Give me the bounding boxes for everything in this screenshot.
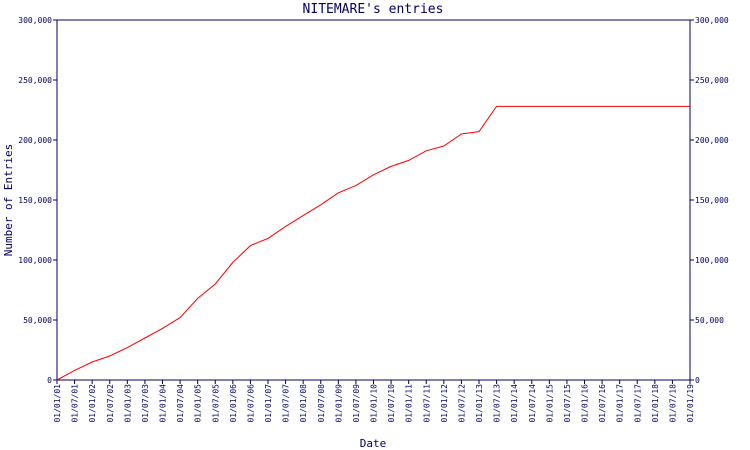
- x-tick-label: 01/07/02: [106, 384, 115, 423]
- y-tick-label: 100,000: [18, 256, 52, 265]
- y-tick-label: 150,000: [18, 196, 52, 205]
- x-tick-label: 01/01/15: [545, 384, 554, 423]
- x-tick-label: 01/07/04: [176, 384, 185, 423]
- x-tick-label: 01/01/03: [123, 384, 132, 423]
- x-tick-label: 01/07/13: [493, 384, 502, 423]
- x-tick-label: 01/01/07: [264, 384, 273, 423]
- y-tick-label: 200,000: [18, 136, 52, 145]
- y-tick-label: 250,000: [18, 76, 52, 85]
- y2-tick-label: 0: [695, 376, 700, 385]
- x-tick-label: 01/01/05: [194, 384, 203, 423]
- y2-tick-label: 300,000: [695, 16, 729, 25]
- x-tick-label: 01/07/07: [282, 384, 291, 423]
- x-tick-label: 01/07/16: [598, 384, 607, 423]
- x-tick-label: 01/01/06: [229, 384, 238, 423]
- x-tick-label: 01/07/14: [528, 384, 537, 423]
- x-tick-label: 01/01/09: [334, 384, 343, 423]
- x-tick-label: 01/07/18: [668, 384, 677, 423]
- plot-frame: [56, 19, 691, 381]
- chart-title: NITEMARE's entries: [303, 2, 444, 17]
- x-axis-label: Date: [360, 437, 387, 450]
- y2-tick-label: 50,000: [695, 316, 724, 325]
- x-tick-label: 01/07/10: [387, 384, 396, 423]
- x-tick-label: 01/07/17: [633, 384, 642, 423]
- x-tick-label: 01/01/01: [53, 384, 62, 423]
- x-tick-label: 01/07/09: [352, 384, 361, 423]
- x-tick-label: 01/07/03: [141, 384, 150, 423]
- y2-tick-label: 200,000: [695, 136, 729, 145]
- x-tick-label: 01/01/17: [616, 384, 625, 423]
- y2-tick-label: 100,000: [695, 256, 729, 265]
- x-tick-label: 01/07/06: [246, 384, 255, 423]
- x-tick-label: 01/07/11: [422, 384, 431, 423]
- x-tick-label: 01/01/16: [581, 384, 590, 423]
- x-tick-label: 01/01/04: [159, 384, 168, 423]
- x-tick-label: 01/01/11: [405, 384, 414, 423]
- y-tick-label: 50,000: [23, 316, 52, 325]
- x-tick-label: 01/01/14: [510, 384, 519, 423]
- y-tick-label: 300,000: [18, 16, 52, 25]
- x-tick-label: 01/01/18: [651, 384, 660, 423]
- x-tick-label: 01/07/08: [317, 384, 326, 423]
- y2-tick-label: 250,000: [695, 76, 729, 85]
- x-tick-label: 01/01/10: [370, 384, 379, 423]
- y-tick-label: 0: [47, 376, 52, 385]
- x-tick-label: 01/07/05: [211, 384, 220, 423]
- x-tick-label: 01/01/02: [88, 384, 97, 423]
- x-tick-label: 01/07/01: [71, 384, 80, 423]
- x-tick-label: 01/01/12: [440, 384, 449, 423]
- y2-tick-label: 150,000: [695, 196, 729, 205]
- x-tick-label: 01/01/08: [299, 384, 308, 423]
- x-tick-label: 01/07/12: [457, 384, 466, 423]
- x-tick-label: 01/01/13: [475, 384, 484, 423]
- x-tick-label: 01/01/19: [686, 384, 695, 423]
- x-tick-label: 01/07/15: [563, 384, 572, 423]
- data-line: [56, 105, 690, 381]
- y-axis-label: Number of Entries: [2, 144, 15, 257]
